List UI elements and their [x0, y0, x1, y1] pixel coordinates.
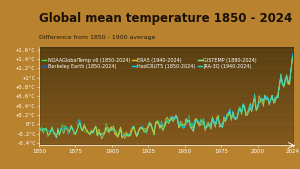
Text: Difference from 1850 - 1900 average: Difference from 1850 - 1900 average — [39, 35, 155, 41]
Legend: NOAAGlobalTemp v6 (1850-2024), Berkeley Earth (1850-2024), ERA5 (1940-2024), Had: NOAAGlobalTemp v6 (1850-2024), Berkeley … — [41, 58, 257, 69]
Text: Global mean temperature 1850 - 2024: Global mean temperature 1850 - 2024 — [39, 12, 292, 25]
